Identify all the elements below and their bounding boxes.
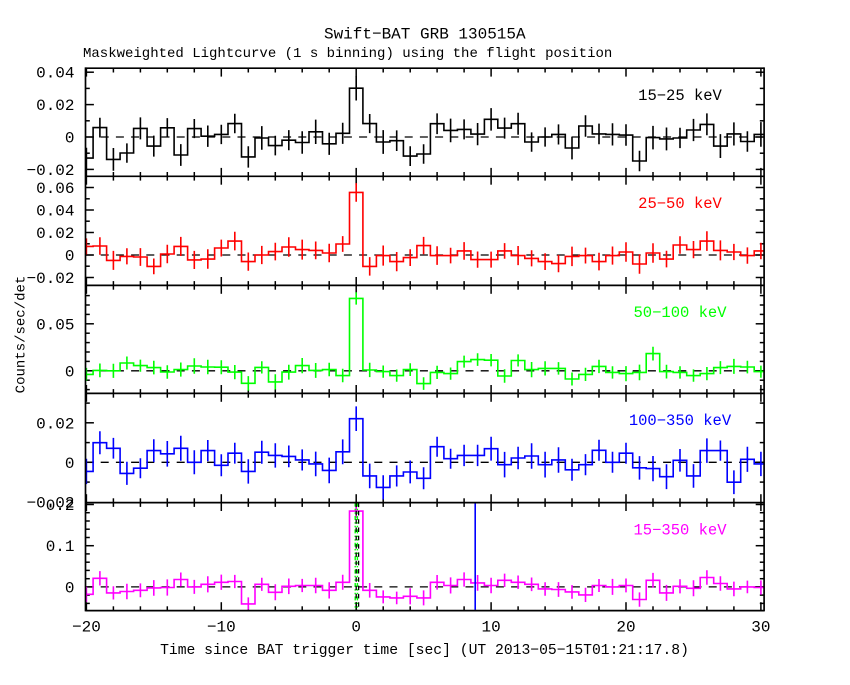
svg-text:100−350 keV: 100−350 keV (629, 412, 732, 430)
svg-text:0: 0 (65, 248, 75, 266)
svg-text:−0.02: −0.02 (26, 270, 74, 288)
svg-text:Maskweighted Lightcurve (1 s b: Maskweighted Lightcurve (1 s binning) us… (83, 46, 612, 62)
svg-text:0: 0 (351, 619, 361, 637)
svg-text:15−25 keV: 15−25 keV (638, 87, 722, 105)
svg-text:0.04: 0.04 (36, 65, 74, 83)
svg-text:0: 0 (65, 130, 75, 148)
svg-text:30: 30 (751, 619, 770, 637)
svg-text:−20: −20 (72, 619, 101, 637)
svg-text:0.04: 0.04 (36, 203, 74, 221)
svg-text:25−50 keV: 25−50 keV (638, 195, 722, 213)
svg-text:50−100 keV: 50−100 keV (633, 304, 727, 322)
svg-text:0.1: 0.1 (46, 538, 75, 556)
svg-text:20: 20 (616, 619, 635, 637)
svg-text:0.02: 0.02 (36, 225, 74, 243)
svg-text:−10: −10 (207, 619, 236, 637)
svg-text:0.2: 0.2 (46, 497, 75, 515)
svg-text:Counts/sec/det: Counts/sec/det (14, 276, 30, 394)
svg-text:−0.02: −0.02 (26, 162, 74, 180)
svg-text:0.05: 0.05 (36, 316, 74, 334)
svg-text:−0.02: −0.02 (26, 494, 74, 512)
svg-text:0: 0 (65, 363, 75, 381)
svg-text:15−350 keV: 15−350 keV (633, 521, 727, 539)
svg-text:0.06: 0.06 (36, 180, 74, 198)
svg-text:Swift−BAT GRB 130515A: Swift−BAT GRB 130515A (324, 26, 526, 44)
svg-text:Time since BAT trigger time [s: Time since BAT trigger time [sec] (UT 20… (160, 643, 689, 659)
svg-text:0: 0 (65, 579, 75, 597)
svg-text:0.02: 0.02 (36, 415, 74, 433)
svg-text:10: 10 (481, 619, 500, 637)
svg-text:0: 0 (65, 455, 75, 473)
svg-text:0.02: 0.02 (36, 97, 74, 115)
